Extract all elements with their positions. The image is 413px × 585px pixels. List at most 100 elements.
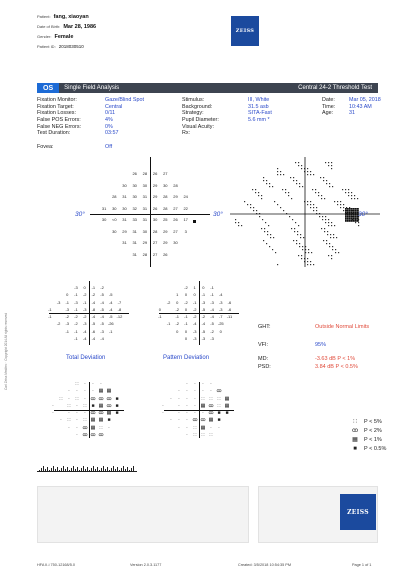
- grayscale-dot: [301, 258, 303, 260]
- p1-symbol-icon: ▦: [224, 402, 230, 409]
- pd-value: -2: [210, 328, 214, 334]
- grayscale-dot: [300, 237, 302, 239]
- grayscale-dot: [340, 201, 342, 203]
- normal-dot-icon: ·: [186, 410, 188, 417]
- pd-value: 1: [176, 292, 179, 298]
- p5-symbol-icon: ∷: [353, 419, 357, 425]
- gaze-tick: [55, 469, 56, 471]
- param-row: Test Duration: 03:57: [37, 130, 119, 137]
- params-left: Fixation Monitor: Gaze/Blind Spot Fixation…: [37, 97, 144, 151]
- grayscale-dot: [262, 219, 264, 221]
- p1-symbol-icon: ▦: [90, 417, 96, 424]
- grayscale-dot: [318, 192, 320, 194]
- threshold-value: 29: [142, 240, 148, 246]
- normal-dot-icon: ·: [194, 395, 196, 402]
- grayscale-dot: [264, 228, 266, 230]
- param-key: Rx:: [182, 130, 191, 137]
- dob-label: Date of Birth:: [37, 24, 61, 29]
- threshold-value: 31: [142, 217, 148, 223]
- td-value: -4: [82, 328, 87, 334]
- p1-symbol-icon: ▦: [352, 437, 358, 443]
- p1-symbol-icon: ▦: [200, 424, 206, 431]
- gaze-tick: [39, 470, 40, 471]
- param-value: 4%: [105, 117, 113, 124]
- grayscale-dot: [275, 252, 277, 254]
- grayscale-dot: [280, 171, 282, 173]
- threshold-value: 28: [142, 251, 148, 257]
- gaze-tick: [105, 469, 106, 471]
- threshold-value: 29: [163, 240, 168, 246]
- grayscale-dot: [298, 162, 300, 164]
- grayscale-dot: [293, 240, 295, 242]
- grayscale-blind-spot: [355, 210, 357, 212]
- grayscale-dot: [301, 255, 303, 257]
- gaze-tracking-strip: [37, 464, 137, 474]
- pd-value: -3: [218, 299, 223, 305]
- grayscale-blind-spot: [349, 216, 351, 218]
- grayscale-dot: [312, 189, 314, 191]
- degree-label-gray: 30°: [358, 211, 368, 218]
- gaze-tick: [99, 470, 100, 471]
- grayscale-dot: [316, 207, 318, 209]
- td-value: -5: [100, 306, 104, 312]
- grayscale-dot: [331, 225, 333, 227]
- grayscale-dot: [331, 222, 333, 224]
- grayscale-dot: [295, 162, 297, 164]
- normal-dot-icon: ·: [186, 395, 188, 402]
- threshold-value: 31: [132, 251, 137, 257]
- grayscale-dot: [311, 252, 313, 254]
- grayscale-dot: [261, 195, 263, 197]
- param-key: Fixation Target:: [37, 103, 74, 110]
- pd-value: -2: [166, 299, 171, 305]
- threshold-value: 29: [122, 228, 127, 234]
- pd-value: -1: [210, 284, 214, 290]
- td-h-axis: [49, 313, 129, 314]
- param-row: Visual Acuity:: [182, 124, 219, 131]
- grayscale-dot: [238, 225, 240, 227]
- grayscale-dot: [349, 207, 351, 209]
- patient-info: Patient: fang, xiaoyan Date of Birth: Mar …: [37, 14, 96, 54]
- grayscale-dot: [269, 183, 271, 185]
- zeiss-logo-bottom-text: ZEISS: [347, 508, 369, 516]
- legend-item: ꝏ P < 2%: [350, 426, 386, 435]
- gaze-tick: [73, 466, 74, 471]
- comments-box[interactable]: [37, 486, 249, 543]
- td-value: -4: [82, 336, 87, 342]
- gaze-tick: [65, 469, 66, 471]
- threshold-value: 27: [163, 171, 168, 177]
- grayscale-dot: [302, 186, 304, 188]
- threshold-value: 31: [101, 205, 107, 211]
- p2-symbol-icon: ꝏ: [98, 395, 104, 402]
- threshold-value: 30: [142, 182, 148, 188]
- p2-symbol-icon: ꝏ: [351, 428, 359, 434]
- td-value: -5: [100, 292, 104, 298]
- param-row: Fixation Losses: 0/11: [37, 110, 115, 117]
- grayscale-dot: [297, 231, 299, 233]
- grayscale-dot: [280, 174, 282, 176]
- normal-dot-icon: ·: [76, 402, 78, 409]
- gender-value: Female: [54, 34, 74, 40]
- legend-item: ■ P < 0.5%: [350, 444, 386, 453]
- grayscale-dot: [326, 180, 328, 182]
- normal-dot-icon: ·: [194, 402, 196, 409]
- td-value: -5: [91, 321, 96, 327]
- gaze-tick: [49, 470, 50, 471]
- grayscale-dot: [277, 204, 279, 206]
- grayscale-dot: [321, 228, 323, 230]
- td-value: -12: [116, 314, 123, 320]
- grayscale-blind-spot: [345, 212, 347, 214]
- pd-value: -1: [158, 314, 162, 320]
- p05-symbol-icon: ■: [217, 417, 221, 424]
- normal-dot-icon: ·: [84, 410, 86, 417]
- patient-id-label: Patient ID:: [37, 44, 56, 49]
- grayscale-dot: [358, 222, 360, 224]
- pd-value: 0: [184, 328, 188, 334]
- threshold-value: <0: [112, 217, 117, 223]
- p5-symbol-icon: ∷: [217, 402, 221, 409]
- grayscale-dot: [299, 246, 301, 248]
- legend-label: P < 5%: [364, 418, 382, 425]
- grayscale-dot: [308, 252, 310, 254]
- pd-value: -5: [201, 306, 206, 312]
- param-row: False NEG Errors: 0%: [37, 124, 113, 131]
- p2-symbol-icon: ꝏ: [98, 432, 104, 439]
